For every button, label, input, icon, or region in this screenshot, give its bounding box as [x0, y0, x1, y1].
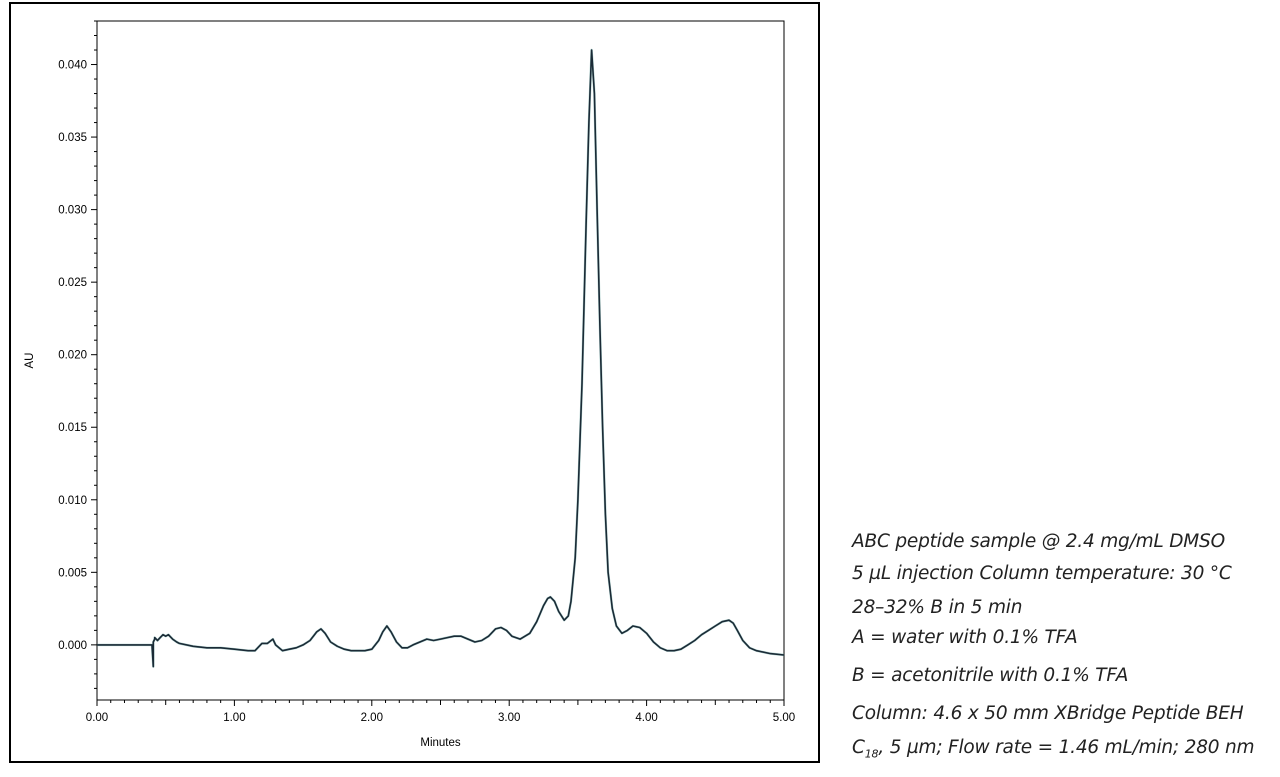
- note-column: Column: 4.6 x 50 mm XBridge Peptide BEH: [852, 703, 1244, 724]
- note-column-details-rest: , 5 µm; Flow rate = 1.46 mL/min; 280 nm: [878, 737, 1255, 758]
- y-tick-label: 0.035: [58, 132, 87, 144]
- chart-frame: 0.000 0.005 0.010 0.015 0.020 0.025 0.030 0.035…: [9, 2, 820, 763]
- y-tick-label: 0.020: [58, 350, 87, 362]
- series-0-line: [97, 49, 785, 668]
- x-tick-label: 2.00: [361, 712, 383, 724]
- y-tick-label: 0.010: [58, 495, 87, 507]
- chromatogram-chart: 0.000 0.005 0.010 0.015 0.020 0.025 0.030 0.035…: [24, 20, 795, 749]
- note-mobile-phase-b: B = acetonitrile with 0.1% TFA: [852, 665, 1129, 686]
- series-0-overlay-line: [97, 48, 785, 668]
- note-sample: ABC peptide sample @ 2.4 mg/mL DMSO: [852, 531, 1225, 552]
- y-tick-label: 0.040: [58, 60, 87, 72]
- x-tick-label: 4.00: [635, 712, 657, 724]
- x-axis-label: Minutes: [420, 737, 461, 749]
- note-gradient: 28–32% B in 5 min: [852, 597, 1023, 618]
- y-axis-label: AU: [24, 353, 36, 369]
- note-injection: 5 µL injection Column temperature: 30 °C: [852, 563, 1232, 584]
- note-c-letter: C: [852, 737, 865, 758]
- x-tick-label: 1.00: [223, 712, 245, 724]
- plot-area: [96, 20, 785, 701]
- note-c-subscript: 18: [864, 747, 879, 761]
- x-tick-label: 0.00: [86, 712, 108, 724]
- y-tick-label: 0.025: [58, 277, 87, 289]
- x-tick-label: 5.00: [773, 712, 795, 724]
- y-tick-label: 0.030: [58, 205, 87, 217]
- x-tick-label: 3.00: [498, 712, 520, 724]
- y-tick-label: 0.000: [58, 640, 87, 652]
- note-column-details: C18, 5 µm; Flow rate = 1.46 mL/min; 280 …: [852, 737, 1255, 761]
- note-mobile-phase-a: A = water with 0.1% TFA: [852, 627, 1078, 648]
- y-tick-label: 0.005: [58, 567, 87, 579]
- y-tick-label: 0.015: [58, 422, 87, 434]
